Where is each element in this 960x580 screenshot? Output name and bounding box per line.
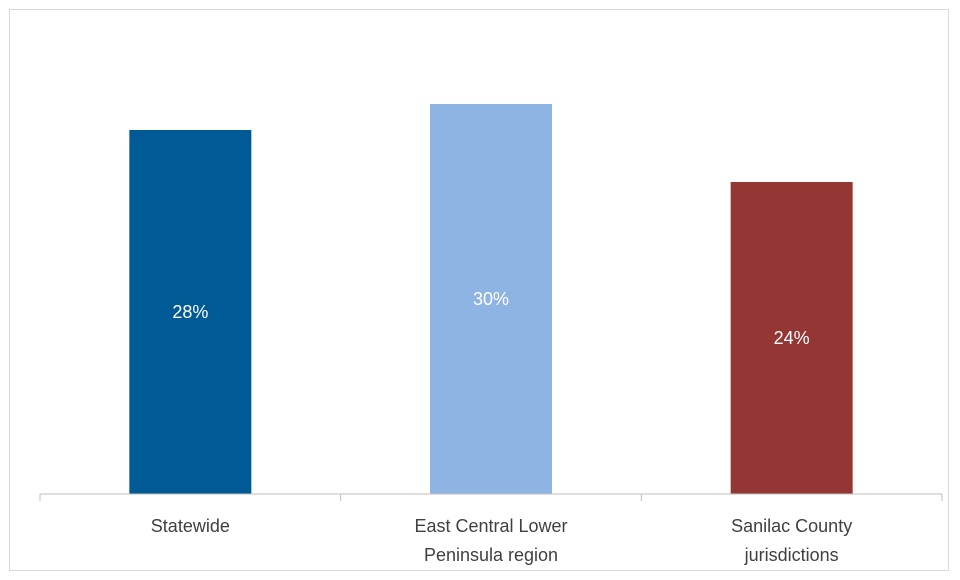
category-label: East Central Lower <box>414 516 567 536</box>
data-label: 30% <box>473 289 509 309</box>
category-label: Statewide <box>151 516 230 536</box>
x-axis <box>39 493 943 501</box>
data-labels-group: 28% 30% 24% <box>172 289 809 348</box>
category-label: Peninsula region <box>424 545 558 565</box>
bar <box>129 130 252 494</box>
bar <box>730 182 853 494</box>
category-labels-group: Statewide East Central Lower Peninsula reg… <box>151 516 852 565</box>
category-label: Sanilac County <box>731 516 852 536</box>
data-label: 28% <box>172 302 208 322</box>
data-label: 24% <box>774 328 810 348</box>
bars-group <box>129 104 853 494</box>
category-label: jurisdictions <box>744 545 839 565</box>
bar <box>430 104 552 494</box>
